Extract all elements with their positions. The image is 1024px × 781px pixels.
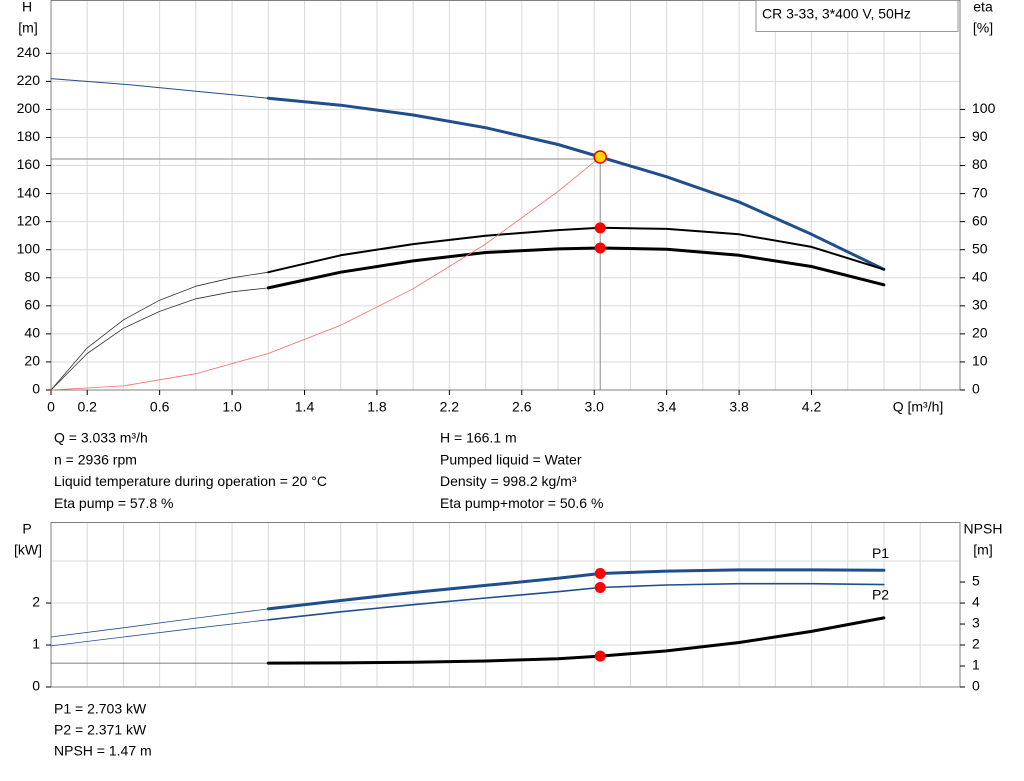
y2-axis-label: [m] <box>973 542 992 558</box>
y2-axis-label: eta <box>973 0 993 15</box>
y-tick-label: 180 <box>17 128 41 144</box>
y-tick-label: 0 <box>32 678 40 694</box>
x-tick-label: 1.4 <box>295 399 315 415</box>
x-tick-label: 0 <box>47 399 55 415</box>
operating-point <box>593 150 607 164</box>
y-tick-label: 1 <box>32 636 40 652</box>
x-tick-label: 3.4 <box>657 399 677 415</box>
curve <box>266 568 886 611</box>
y-axis-label: [kW] <box>14 542 42 558</box>
y-tick-label: 2 <box>32 594 40 610</box>
curve <box>266 246 886 290</box>
series-label: P1 <box>872 545 889 561</box>
curve <box>267 582 885 621</box>
y2-tick-label: 1 <box>972 657 980 673</box>
y2-tick-label: 2 <box>972 636 980 652</box>
x-tick-label: 3.0 <box>584 399 604 415</box>
curve <box>50 271 269 391</box>
y2-tick-label: 10 <box>972 353 988 369</box>
y2-tick-label: 90 <box>972 128 988 144</box>
y2-axis-label: [%] <box>973 20 993 36</box>
y-tick-label: 120 <box>17 212 41 228</box>
info-text: H = 166.1 m <box>440 430 517 446</box>
curve <box>50 156 601 391</box>
y2-tick-label: 40 <box>972 268 988 284</box>
y-axis-label: P <box>22 521 31 537</box>
y2-tick-label: 5 <box>972 573 980 589</box>
info-text: Eta pump = 57.8 % <box>54 495 173 511</box>
info-text: NPSH = 1.47 m <box>54 743 152 759</box>
title-box <box>755 0 959 32</box>
x-tick-label: 1.0 <box>222 399 242 415</box>
y2-tick-label: 3 <box>972 615 980 631</box>
x-tick-label: 0.2 <box>77 399 97 415</box>
y-tick-label: 80 <box>24 268 40 284</box>
y-axis-label: H <box>22 0 32 15</box>
y2-tick-label: 60 <box>972 212 988 228</box>
y-tick-label: 20 <box>24 353 40 369</box>
operating-point <box>594 242 606 254</box>
y-tick-label: 100 <box>17 240 41 256</box>
y2-tick-label: 0 <box>972 381 980 397</box>
series-label: P2 <box>872 586 889 602</box>
curve <box>50 287 269 391</box>
y2-axis-label: NPSH <box>964 521 1003 537</box>
curve <box>50 608 269 638</box>
chart-title: CR 3-33, 3*400 V, 50Hz <box>762 6 911 22</box>
info-text: n = 2936 rpm <box>54 451 137 467</box>
x-axis-label: Q [m³/h] <box>893 399 944 415</box>
y-tick-label: 160 <box>17 156 41 172</box>
y2-tick-label: 30 <box>972 297 988 313</box>
x-tick-label: 2.6 <box>512 399 532 415</box>
curve <box>266 96 886 271</box>
info-text: P1 = 2.703 kW <box>54 701 147 717</box>
curve <box>266 616 886 665</box>
y-axis-label: [m] <box>18 20 37 36</box>
y2-tick-label: 4 <box>972 594 980 610</box>
y-tick-label: 40 <box>24 325 40 341</box>
curve <box>267 226 885 274</box>
plot-frame <box>50 0 961 391</box>
operating-point <box>594 568 606 580</box>
y2-tick-label: 70 <box>972 184 988 200</box>
y2-tick-label: 20 <box>972 325 988 341</box>
curve <box>50 78 269 99</box>
info-text: P2 = 2.371 kW <box>54 722 147 738</box>
curve <box>50 619 269 647</box>
info-text: Pumped liquid = Water <box>440 451 582 467</box>
x-tick-label: 0.6 <box>150 399 170 415</box>
y2-tick-label: 50 <box>972 240 988 256</box>
y-tick-label: 240 <box>17 44 41 60</box>
y2-tick-label: 100 <box>972 100 996 116</box>
x-tick-label: 1.8 <box>367 399 387 415</box>
plot-frame <box>50 522 961 688</box>
y2-tick-label: 0 <box>972 678 980 694</box>
operating-point <box>594 650 606 662</box>
operating-point <box>594 581 606 593</box>
y2-tick-label: 80 <box>972 156 988 172</box>
y-tick-label: 200 <box>17 100 41 116</box>
operating-point <box>594 222 606 234</box>
y-tick-label: 0 <box>32 381 40 397</box>
x-tick-label: 2.2 <box>440 399 460 415</box>
y-tick-label: 140 <box>17 184 41 200</box>
y-tick-label: 60 <box>24 297 40 313</box>
y-tick-label: 220 <box>17 72 41 88</box>
x-tick-label: 4.2 <box>802 399 822 415</box>
x-tick-label: 3.8 <box>729 399 749 415</box>
info-text: Density = 998.2 kg/m³ <box>440 473 577 489</box>
info-text: Eta pump+motor = 50.6 % <box>440 495 603 511</box>
info-text: Liquid temperature during operation = 20… <box>54 473 327 489</box>
info-text: Q = 3.033 m³/h <box>54 430 148 446</box>
